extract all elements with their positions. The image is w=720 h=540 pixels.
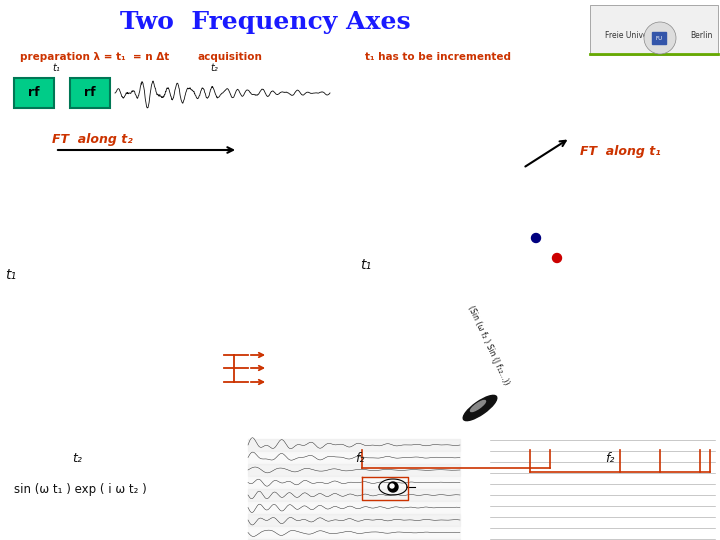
Text: FT  along t₂: FT along t₂ [52,133,132,146]
Text: f₂: f₂ [355,451,364,464]
Text: rf: rf [28,86,40,99]
Text: sin (ω t₁ ) exp ( i ω t₂ ): sin (ω t₁ ) exp ( i ω t₂ ) [14,483,147,496]
Text: t₁: t₁ [5,268,16,282]
Bar [70,78,110,108]
Text: t₂: t₂ [210,63,217,73]
Text: (Sin (ω f₂ ) Sin (J f₁₂...)): (Sin (ω f₂ ) Sin (J f₁₂...)) [466,304,510,386]
Bar [652,32,666,44]
Bar [590,5,718,55]
Text: Two  Frequency Axes: Two Frequency Axes [120,10,410,34]
Text: rf: rf [84,86,96,99]
Circle shape [531,233,541,242]
Bar [14,78,54,108]
Text: preparation λ = t₁  = n Δt: preparation λ = t₁ = n Δt [20,52,169,62]
Circle shape [644,22,676,54]
Text: Freie Universität: Freie Universität [605,30,668,39]
Text: FT  along t₁: FT along t₁ [580,145,661,159]
Ellipse shape [463,395,497,421]
Text: f₂: f₂ [605,451,614,464]
Text: t₁: t₁ [52,63,60,73]
Ellipse shape [470,401,485,411]
Text: acquisition: acquisition [198,52,263,62]
Text: Berlin: Berlin [690,30,712,39]
Circle shape [388,482,398,492]
Text: FU: FU [655,36,662,40]
Circle shape [390,484,394,488]
Circle shape [552,253,562,262]
Text: t₂: t₂ [72,451,82,464]
Text: t₁ has to be incremented: t₁ has to be incremented [365,52,511,62]
Text: t₁: t₁ [360,258,371,272]
